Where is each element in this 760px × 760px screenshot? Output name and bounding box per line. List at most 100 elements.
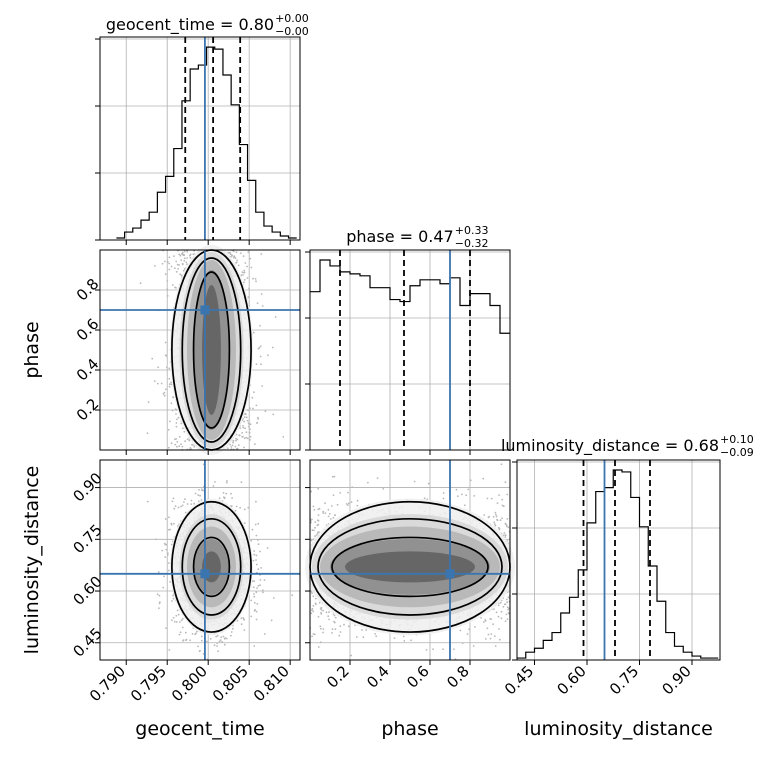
sample-point — [183, 257, 186, 260]
sample-point — [270, 619, 273, 622]
sample-point — [316, 524, 319, 527]
sample-point — [496, 519, 499, 522]
sample-point — [180, 505, 182, 508]
sample-point — [247, 409, 249, 412]
sample-point — [175, 614, 178, 617]
sample-point — [197, 494, 200, 496]
sample-point — [243, 446, 246, 449]
sample-point — [245, 431, 248, 434]
sample-point — [167, 569, 170, 572]
sample-point — [171, 500, 174, 503]
sample-point — [216, 642, 219, 645]
sample-point — [186, 251, 189, 253]
sample-point — [167, 562, 170, 564]
sample-point — [160, 382, 163, 385]
sample-point — [255, 404, 258, 407]
sample-point — [175, 260, 178, 263]
sample-point — [235, 251, 238, 254]
sample-point — [223, 643, 226, 646]
sample-point — [244, 262, 247, 264]
sample-point — [229, 251, 231, 254]
sample-point — [490, 497, 493, 500]
sample-point — [442, 492, 445, 494]
sample-point — [235, 439, 238, 442]
sample-point — [239, 506, 242, 509]
sample-point — [174, 443, 177, 446]
sample-point — [254, 523, 257, 526]
sample-point — [218, 497, 221, 499]
sample-point — [182, 639, 185, 641]
sample-point — [183, 430, 186, 433]
sample-point — [139, 282, 142, 285]
sample-point — [255, 563, 258, 566]
sample-point — [255, 559, 257, 561]
sample-point — [177, 506, 180, 509]
sample-point — [230, 492, 232, 495]
sample-point — [282, 436, 285, 438]
sample-point — [177, 416, 180, 419]
sample-point — [245, 413, 247, 416]
sample-point — [183, 260, 186, 262]
sample-point — [165, 366, 168, 369]
sample-point — [248, 423, 251, 425]
sample-point — [192, 253, 195, 256]
sample-point — [172, 616, 175, 619]
sample-point — [251, 396, 254, 399]
sample-point — [241, 432, 244, 434]
sample-point — [263, 579, 266, 581]
sample-point — [271, 346, 274, 349]
sample-point — [186, 438, 189, 440]
sample-point — [163, 391, 166, 394]
sample-point — [241, 271, 244, 274]
sample-point — [246, 437, 249, 440]
sample-point — [252, 277, 254, 280]
sample-point — [231, 497, 234, 499]
sample-point — [244, 427, 247, 430]
sample-point — [253, 580, 256, 582]
sample-point — [178, 633, 181, 636]
sample-point — [193, 445, 196, 448]
sample-point — [236, 259, 239, 262]
sample-point — [231, 627, 234, 630]
sample-point — [154, 265, 156, 267]
sample-point — [332, 494, 335, 496]
sample-point — [251, 580, 254, 582]
sample-point — [185, 261, 188, 264]
sample-point — [168, 268, 171, 271]
sample-point — [158, 594, 161, 597]
sample-point — [146, 432, 149, 435]
sample-point — [172, 594, 175, 597]
sample-point — [240, 623, 243, 626]
sample-point — [172, 497, 175, 500]
sample-point — [182, 253, 185, 256]
sample-point — [170, 522, 173, 525]
sample-point — [486, 627, 489, 630]
sample-point — [263, 633, 266, 635]
sample-point — [180, 443, 182, 445]
sample-point — [193, 502, 196, 505]
sample-point — [172, 597, 175, 600]
sample-point — [175, 425, 178, 428]
sample-point — [312, 505, 315, 508]
sample-point — [166, 260, 169, 263]
sample-point — [174, 505, 177, 508]
sample-point — [220, 636, 223, 638]
sample-point — [233, 255, 236, 257]
sample-point — [176, 440, 179, 443]
sample-point — [182, 626, 184, 629]
sample-point — [146, 500, 149, 503]
sample-point — [168, 385, 171, 388]
sample-point — [168, 256, 171, 259]
sample-point — [182, 427, 184, 430]
sample-point — [240, 274, 243, 277]
sample-point — [167, 446, 170, 449]
sample-point — [266, 547, 269, 549]
sample-point — [201, 489, 204, 492]
sample-point — [262, 591, 264, 594]
sample-point — [497, 615, 500, 618]
sample-point — [240, 617, 243, 620]
sample-point — [200, 487, 203, 489]
sample-point — [489, 637, 492, 640]
sample-point — [249, 423, 252, 426]
sample-point — [175, 287, 177, 289]
